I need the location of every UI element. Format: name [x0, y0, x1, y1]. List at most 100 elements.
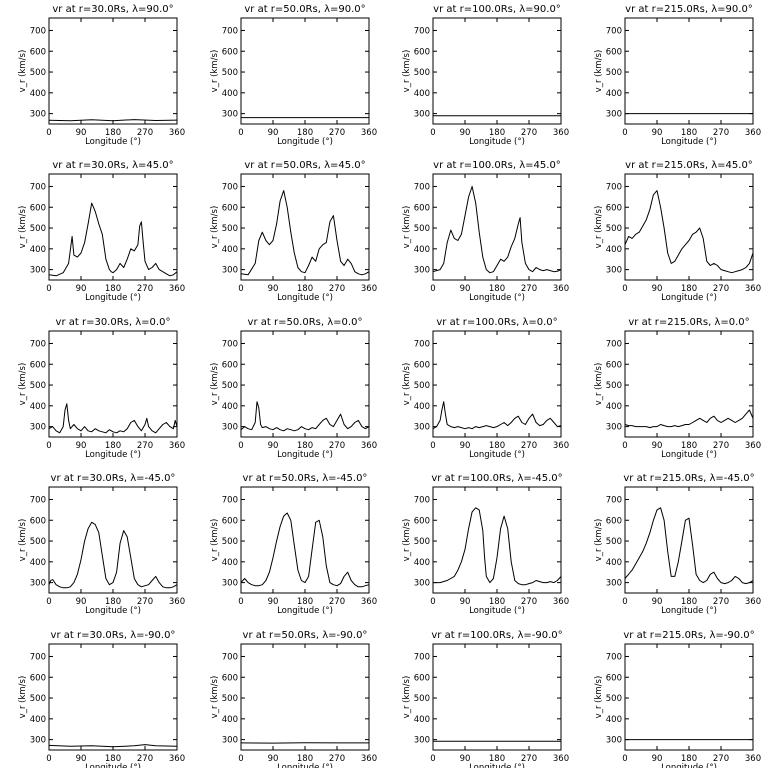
panel: vr at r=215.0Rs, λ=-45.0° 0 90 180 270 360 300…	[594, 473, 761, 616]
y-tick-label: 600	[414, 47, 430, 57]
panel-title: vr at r=100.0Rs, λ=-45.0°	[431, 473, 562, 484]
y-axis-label: v_r (km/s)	[210, 676, 220, 719]
x-axis-label: Longitude (°)	[661, 606, 717, 616]
axes-frame	[432, 173, 562, 281]
y-tick-label: 300	[414, 110, 430, 120]
x-axis-label: Longitude (°)	[277, 763, 333, 768]
x-axis-label: Longitude (°)	[469, 293, 525, 303]
y-tick-label: 300	[606, 736, 622, 746]
y-tick-label: 400	[606, 245, 622, 255]
x-tick-label: 180	[489, 441, 505, 451]
y-tick-label: 400	[30, 245, 46, 255]
x-tick-label: 270	[329, 754, 345, 764]
y-tick-label: 400	[606, 402, 622, 412]
y-tick-label: 500	[30, 694, 46, 704]
y-tick-label: 600	[414, 360, 430, 370]
panel-title: vr at r=215.0Rs, λ=0.0°	[628, 317, 749, 328]
x-tick-label: 360	[553, 754, 569, 764]
panel-title: vr at r=50.0Rs, λ=0.0°	[248, 317, 363, 328]
x-tick-label: 180	[489, 754, 505, 764]
x-tick-label: 270	[521, 597, 537, 607]
panel: vr at r=30.0Rs, λ=-90.0° 0 90 180 270 360 300 4…	[18, 630, 185, 768]
y-tick-label: 600	[30, 516, 46, 526]
panel-title: vr at r=50.0Rs, λ=90.0°	[244, 4, 365, 15]
x-tick-label: 360	[745, 284, 761, 294]
x-tick-label: 270	[329, 441, 345, 451]
axes-frame	[48, 643, 178, 751]
x-tick-label: 360	[553, 128, 569, 138]
y-axis-label: v_r (km/s)	[594, 676, 604, 719]
panel-title: vr at r=30.0Rs, λ=90.0°	[52, 4, 173, 15]
panel: vr at r=100.0Rs, λ=90.0° 0 90 180 270 360 300 4…	[402, 4, 569, 147]
x-axis-label: Longitude (°)	[277, 293, 333, 303]
x-tick-label: 360	[361, 441, 377, 451]
x-tick-label: 90	[460, 284, 471, 294]
x-tick-label: 180	[297, 284, 313, 294]
y-tick-label: 600	[414, 673, 430, 683]
x-axis-label: Longitude (°)	[85, 137, 141, 147]
y-tick-label: 700	[222, 26, 238, 36]
y-tick-label: 600	[30, 673, 46, 683]
y-tick-label: 500	[30, 381, 46, 391]
x-tick-label: 360	[745, 754, 761, 764]
y-tick-label: 700	[30, 495, 46, 505]
y-tick-label: 400	[222, 715, 238, 725]
series-line	[48, 521, 178, 589]
y-tick-label: 400	[414, 715, 430, 725]
x-axis-label: Longitude (°)	[661, 450, 717, 460]
series-line	[48, 119, 178, 122]
axes-frame	[240, 17, 370, 125]
x-tick-label: 90	[652, 441, 663, 451]
x-tick-label: 180	[297, 128, 313, 138]
x-tick-label: 0	[238, 597, 243, 607]
x-tick-label: 270	[137, 754, 153, 764]
x-tick-label: 360	[169, 284, 185, 294]
y-tick-label: 400	[606, 715, 622, 725]
series-line	[624, 409, 754, 429]
y-axis-label: v_r (km/s)	[594, 50, 604, 93]
x-tick-label: 90	[652, 597, 663, 607]
y-tick-label: 600	[222, 516, 238, 526]
y-tick-label: 500	[222, 537, 238, 547]
y-tick-label: 500	[222, 68, 238, 78]
y-tick-label: 500	[414, 224, 430, 234]
y-tick-label: 500	[414, 537, 430, 547]
y-tick-label: 700	[30, 26, 46, 36]
x-tick-label: 180	[681, 597, 697, 607]
x-tick-label: 360	[361, 128, 377, 138]
y-tick-label: 600	[30, 203, 46, 213]
panel: vr at r=30.0Rs, λ=0.0° 0 90 180 270 360 300 400…	[18, 317, 185, 460]
x-tick-label: 0	[622, 597, 627, 607]
y-tick-label: 500	[414, 68, 430, 78]
x-tick-label: 180	[681, 128, 697, 138]
x-tick-label: 360	[361, 754, 377, 764]
panel-title: vr at r=100.0Rs, λ=-90.0°	[431, 630, 562, 641]
x-tick-label: 360	[169, 128, 185, 138]
y-tick-label: 400	[414, 245, 430, 255]
x-tick-label: 0	[46, 441, 51, 451]
axes-frame	[48, 486, 178, 594]
y-tick-label: 300	[30, 579, 46, 589]
x-tick-label: 360	[553, 597, 569, 607]
x-tick-label: 360	[361, 597, 377, 607]
axes-frame	[48, 330, 178, 438]
y-tick-label: 700	[414, 26, 430, 36]
y-axis-label: v_r (km/s)	[594, 519, 604, 562]
y-tick-label: 500	[414, 381, 430, 391]
x-tick-label: 360	[169, 441, 185, 451]
y-tick-label: 300	[606, 423, 622, 433]
x-tick-label: 360	[553, 284, 569, 294]
panel-title: vr at r=100.0Rs, λ=0.0°	[436, 317, 557, 328]
x-tick-label: 0	[622, 128, 627, 138]
x-tick-label: 0	[238, 754, 243, 764]
series-line	[48, 403, 178, 434]
y-tick-label: 500	[606, 537, 622, 547]
axes-frame	[624, 486, 754, 594]
y-axis-label: v_r (km/s)	[210, 363, 220, 406]
x-tick-label: 90	[268, 128, 279, 138]
axes-frame	[624, 643, 754, 751]
x-tick-label: 360	[745, 128, 761, 138]
y-tick-label: 400	[222, 245, 238, 255]
x-tick-label: 90	[76, 597, 87, 607]
axes-frame	[624, 17, 754, 125]
